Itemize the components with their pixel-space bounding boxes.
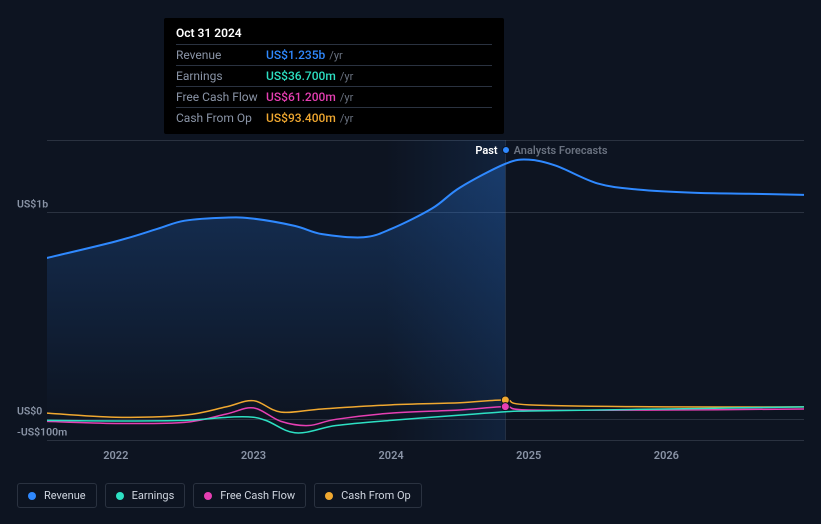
chart-tooltip: Oct 31 2024 RevenueUS$1.235b/yrEarningsU… <box>164 18 504 134</box>
x-axis-label: 2025 <box>516 449 541 462</box>
divider-dot-icon <box>502 146 510 154</box>
past-label: Past <box>475 144 497 157</box>
legend-item-free-cash-flow[interactable]: Free Cash Flow <box>193 483 306 508</box>
tooltip-metric-value: US$93.400m <box>266 111 336 125</box>
tooltip-row: RevenueUS$1.235b/yr <box>176 44 492 65</box>
tooltip-date: Oct 31 2024 <box>176 26 492 40</box>
tooltip-metric-label: Cash From Op <box>176 111 266 125</box>
plot-svg <box>47 140 804 440</box>
legend-item-earnings[interactable]: Earnings <box>105 483 186 508</box>
legend-dot-icon <box>28 492 36 500</box>
tooltip-metric-value: US$36.700m <box>266 69 336 83</box>
legend-item-revenue[interactable]: Revenue <box>17 483 97 508</box>
x-axis-label: 2023 <box>241 449 266 462</box>
x-axis-label: 2024 <box>379 449 404 462</box>
tooltip-metric-value: US$61.200m <box>266 90 336 104</box>
legend-label: Earnings <box>132 489 175 502</box>
plot-area[interactable]: Past Analysts Forecasts <box>47 140 804 440</box>
legend-dot-icon <box>116 492 124 500</box>
tooltip-metric-label: Revenue <box>176 48 266 62</box>
y-axis-label: US$0 <box>17 405 42 418</box>
series-marker-fcf <box>501 403 509 411</box>
tooltip-metric-unit: /yr <box>329 49 342 62</box>
tooltip-metric-unit: /yr <box>340 70 353 83</box>
tooltip-metric-label: Free Cash Flow <box>176 90 266 104</box>
x-axis-label: 2022 <box>103 449 128 462</box>
x-axis-label: 2026 <box>654 449 679 462</box>
forecast-label: Analysts Forecasts <box>514 144 608 157</box>
legend-item-cash-from-op[interactable]: Cash From Op <box>314 483 422 508</box>
tooltip-metric-unit: /yr <box>340 91 353 104</box>
tooltip-row: Cash From OpUS$93.400m/yr <box>176 107 492 128</box>
legend-dot-icon <box>325 492 333 500</box>
legend-label: Revenue <box>44 489 86 502</box>
gridline <box>47 440 804 441</box>
tooltip-metric-value: US$1.235b <box>266 48 325 62</box>
legend-label: Free Cash Flow <box>220 489 295 502</box>
financials-chart: US$1bUS$0-US$100m Past Analysts Forecast… <box>17 140 804 470</box>
tooltip-metric-label: Earnings <box>176 69 266 83</box>
tooltip-row: Free Cash FlowUS$61.200m/yr <box>176 86 492 107</box>
legend-dot-icon <box>204 492 212 500</box>
y-axis-label: US$1b <box>17 198 48 211</box>
tooltip-row: EarningsUS$36.700m/yr <box>176 65 492 86</box>
chart-legend: Revenue Earnings Free Cash Flow Cash From O… <box>17 483 422 508</box>
past-forecast-divider: Past Analysts Forecasts <box>475 144 607 157</box>
tooltip-metric-unit: /yr <box>340 112 353 125</box>
legend-label: Cash From Op <box>341 489 411 502</box>
